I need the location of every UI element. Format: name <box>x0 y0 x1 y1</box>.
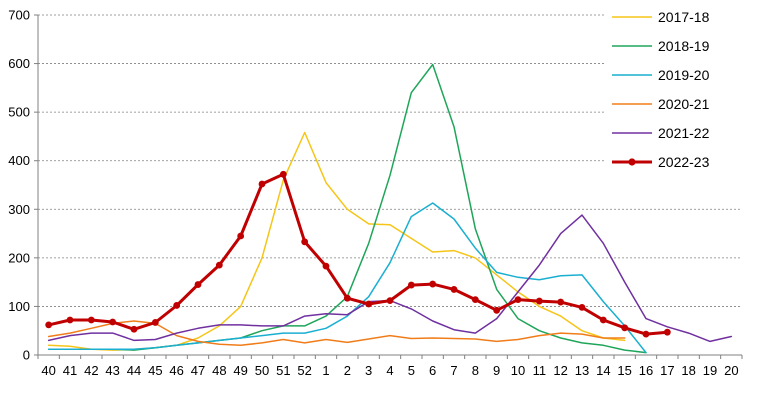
data-point-2022-23 <box>66 316 74 324</box>
legend-bg <box>606 92 746 114</box>
y-tick-label: 500 <box>8 105 30 120</box>
data-point-2022-23 <box>130 325 138 333</box>
x-tick-label: 49 <box>233 363 247 378</box>
data-point-2022-23 <box>557 298 565 306</box>
x-tick-label: 7 <box>450 363 457 378</box>
x-tick-label: 48 <box>212 363 226 378</box>
data-point-2022-23 <box>151 319 159 326</box>
x-tick-label: 6 <box>429 363 436 378</box>
y-tick-label: 400 <box>8 153 30 168</box>
data-point-2022-23 <box>322 262 330 270</box>
series-line-2020-21 <box>47 320 626 347</box>
legend-marker <box>628 158 636 166</box>
data-point-2022-23 <box>279 170 287 178</box>
x-tick-label: 1 <box>322 363 329 378</box>
y-tick-label: 200 <box>8 250 30 265</box>
data-point-2022-23 <box>109 318 117 326</box>
gridlines <box>38 14 742 307</box>
legend-bg <box>606 121 746 143</box>
x-tick-label: 50 <box>255 363 269 378</box>
y-tick-label: 0 <box>23 348 30 363</box>
x-tick-label: 8 <box>472 363 479 378</box>
legend-bg <box>606 34 746 56</box>
data-point-2022-23 <box>173 302 181 309</box>
legend-label: 2020-21 <box>658 96 710 112</box>
x-tick-label: 45 <box>148 363 162 378</box>
y-tick-label: 700 <box>8 8 30 23</box>
data-point-2022-23 <box>663 328 671 336</box>
x-tick-label: 40 <box>41 363 55 378</box>
x-tick-label: 47 <box>191 363 205 378</box>
data-point-2022-23 <box>429 280 437 288</box>
data-point-2022-23 <box>599 316 607 324</box>
x-tick-label: 2 <box>344 363 351 378</box>
x-tick-labels: 40 41 42 43 44 45 46 47 48 49 50 51 52 1 2 3 4 5 6 7 8 9 10 11 1… <box>41 363 738 378</box>
data-point-2022-23 <box>87 316 95 324</box>
series-lines <box>47 63 733 354</box>
data-point-2022-23 <box>258 180 266 188</box>
x-tick-label: 3 <box>365 363 372 378</box>
legend-label: 2019-20 <box>658 67 710 83</box>
x-tick-label: 20 <box>724 363 738 378</box>
data-point-2022-23 <box>365 300 373 308</box>
x-tick-label: 10 <box>511 363 525 378</box>
data-point-2022-23 <box>301 238 309 246</box>
x-tick-label: 19 <box>703 363 717 378</box>
legend-label: 2021-22 <box>658 125 710 141</box>
y-tick-labels: 0 100 200 300 400 500 600 700 <box>8 8 30 363</box>
data-point-2022-23 <box>514 296 522 304</box>
y-tick-label: 300 <box>8 202 30 217</box>
data-point-2022-23 <box>407 281 415 289</box>
legend: 2017-18 2018-19 2019-20 2020-21 2021-22 2022-… <box>606 5 746 172</box>
data-point-2022-23 <box>578 304 586 311</box>
x-tick-label: 5 <box>408 363 415 378</box>
x-tick-label: 44 <box>127 363 141 378</box>
legend-bg <box>606 5 746 27</box>
data-point-2022-23 <box>535 297 543 305</box>
x-tick-label: 51 <box>276 363 290 378</box>
data-point-2022-23 <box>215 261 223 269</box>
x-tick-label: 17 <box>660 363 674 378</box>
data-point-2022-23 <box>194 281 202 288</box>
data-point-2022-23 <box>493 306 501 314</box>
legend-label: 2017-18 <box>658 9 710 25</box>
series-line-2022-23 <box>47 172 669 336</box>
x-tick-label: 13 <box>575 363 589 378</box>
x-tick-label: 46 <box>169 363 183 378</box>
series-markers <box>45 170 671 338</box>
data-point-2022-23 <box>45 321 53 329</box>
x-tick-label: 4 <box>386 363 393 378</box>
x-tick-label: 41 <box>63 363 77 378</box>
x-tick-label: 14 <box>596 363 610 378</box>
x-tick-label: 52 <box>297 363 311 378</box>
x-tick-label: 42 <box>84 363 98 378</box>
legend-bg <box>606 150 746 172</box>
x-tick-label: 9 <box>493 363 500 378</box>
data-point-2022-23 <box>471 296 479 304</box>
x-tick-label: 18 <box>681 363 695 378</box>
data-point-2022-23 <box>450 286 458 293</box>
x-tick-label: 12 <box>553 363 567 378</box>
x-tick-label: 11 <box>533 363 547 378</box>
x-tick-label: 16 <box>639 363 653 378</box>
data-point-2022-23 <box>386 297 394 304</box>
x-tick-label: 15 <box>617 363 631 378</box>
data-point-2022-23 <box>343 294 351 302</box>
data-point-2022-23 <box>642 330 650 338</box>
legend-bg <box>606 63 746 85</box>
axes <box>34 14 743 359</box>
series-line-2019-20 <box>47 202 647 354</box>
x-tick-label: 43 <box>105 363 119 378</box>
data-point-2022-23 <box>621 324 629 332</box>
data-point-2022-23 <box>237 232 245 240</box>
y-tick-label: 600 <box>8 56 30 71</box>
legend-label: 2022-23 <box>658 154 710 170</box>
y-tick-label: 100 <box>8 299 30 314</box>
series-line-2017-18 <box>47 131 626 351</box>
legend-label: 2018-19 <box>658 38 710 54</box>
